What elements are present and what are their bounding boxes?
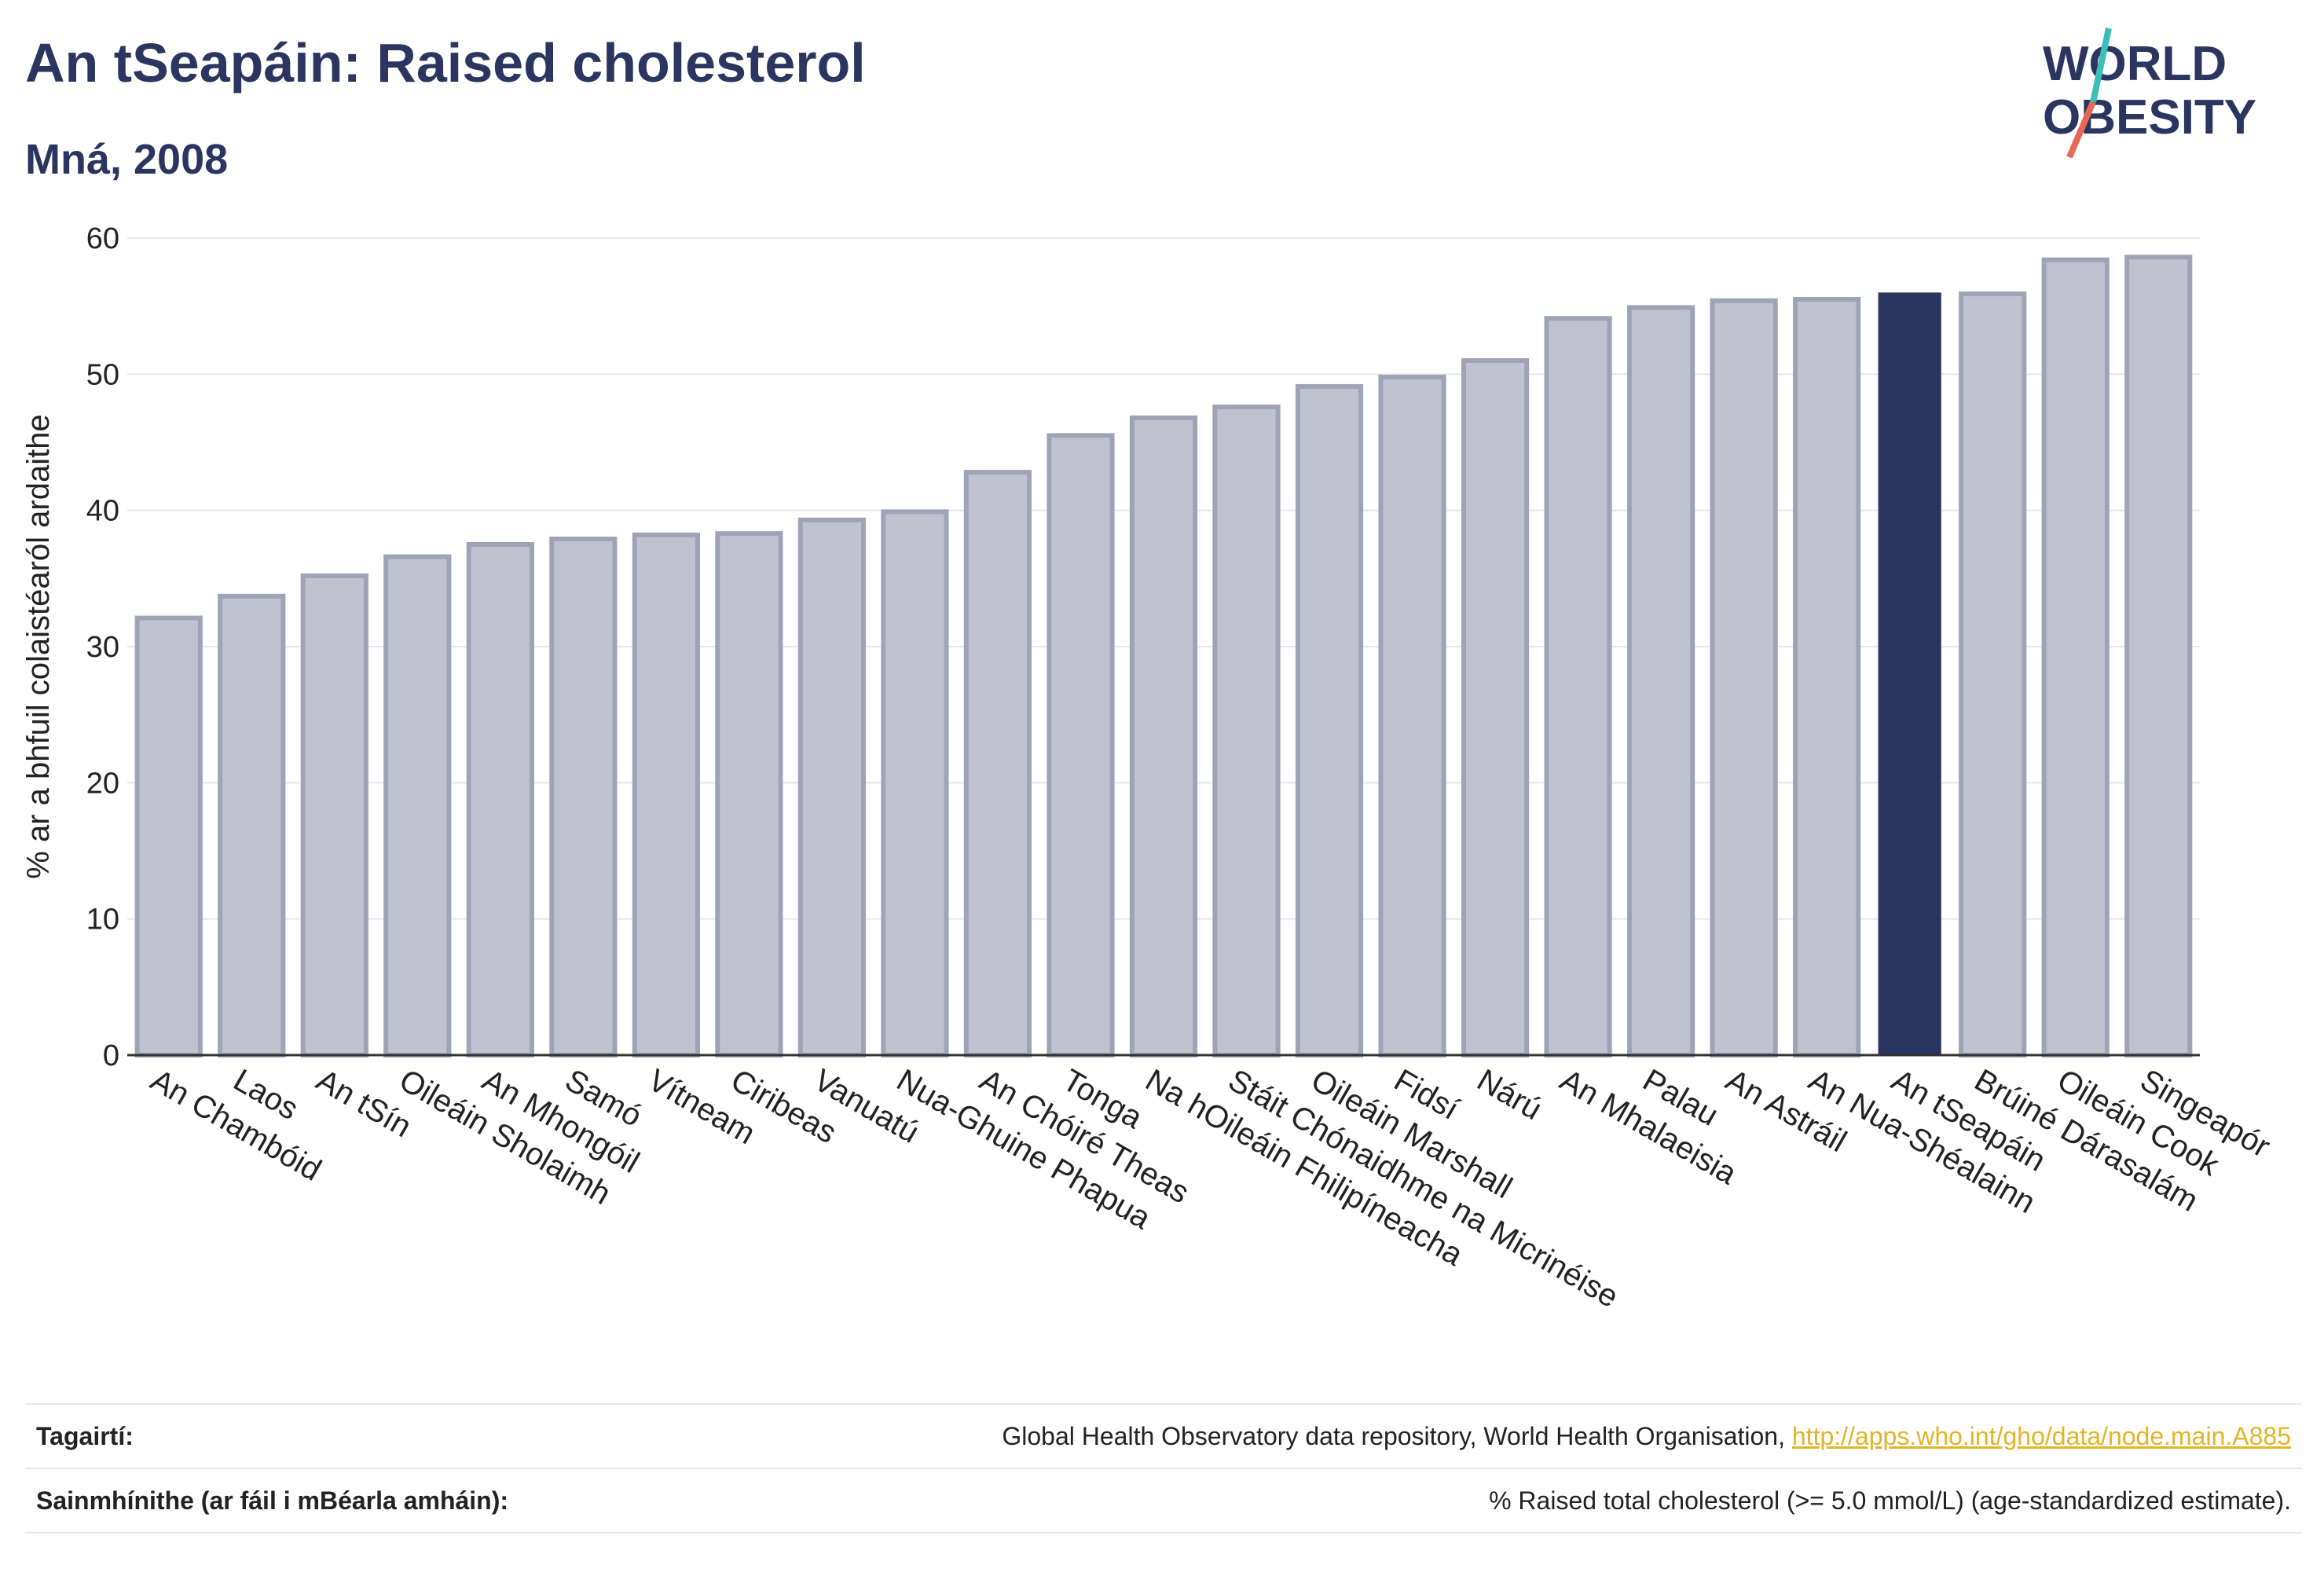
bar (632, 532, 700, 1057)
logo-slash-accent-top (2090, 27, 2112, 103)
logo-slash-accent (2066, 101, 2096, 159)
bar (1959, 291, 2027, 1058)
bar (549, 537, 618, 1057)
bar (218, 593, 286, 1057)
bar (1378, 374, 1446, 1057)
y-tick-label: 20 (86, 767, 119, 800)
bar (300, 573, 368, 1057)
y-tick-labels: 0 10 20 30 40 50 60 (86, 222, 119, 1072)
page-title: An tSeapáin: Raised cholesterol (25, 32, 866, 93)
y-tick-label: 50 (86, 358, 119, 391)
y-tick-label: 40 (86, 495, 119, 528)
bar (1544, 316, 1612, 1057)
bar (1047, 433, 1115, 1057)
references-row: Tagairtí: Global Health Observatory data… (25, 1403, 2302, 1468)
definitions-label: Sainmhínithe (ar fáil i mBéarla amháin): (36, 1486, 509, 1515)
bar (2124, 255, 2193, 1057)
bar (2041, 257, 2110, 1057)
definitions-row: Sainmhínithe (ar fáil i mBéarla amháin):… (25, 1468, 2302, 1534)
bar (383, 554, 452, 1057)
bar (797, 517, 867, 1057)
page-subtitle: Mná, 2008 (25, 136, 229, 183)
references-link[interactable]: http://apps.who.int/gho/data/node.main.A… (1791, 1421, 2291, 1450)
bars-layer (134, 255, 2193, 1058)
x-tick-label: An tSín (310, 1063, 417, 1145)
x-tick-label: Nárú (1472, 1063, 1548, 1127)
definitions-text: % Raised total cholesterol (>= 5.0 mmol/… (1489, 1486, 2291, 1515)
references-value: Global Health Observatory data repositor… (1002, 1422, 2302, 1451)
bar-highlighted (1878, 292, 1941, 1055)
bar (1295, 383, 1364, 1057)
bar (1710, 298, 1778, 1057)
y-axis-label: % ar a bhfuil colaistéaról ardaithe (21, 414, 56, 878)
references-text: Global Health Observatory data repositor… (1002, 1421, 1785, 1450)
references-label: Tagairtí: (36, 1421, 134, 1450)
bar (1129, 415, 1198, 1057)
bar (1212, 404, 1281, 1057)
y-tick-label: 60 (86, 222, 119, 255)
bar (1461, 358, 1530, 1057)
bar (134, 615, 203, 1057)
bar (963, 470, 1032, 1057)
bar (715, 531, 783, 1057)
y-tick-label: 30 (86, 631, 119, 664)
bar (466, 542, 534, 1057)
bar (881, 509, 949, 1057)
logo-line-1: WORLD (2043, 37, 2227, 91)
y-tick-label: 10 (86, 903, 119, 936)
bar (1627, 305, 1695, 1057)
y-tick-label: 0 (103, 1039, 119, 1072)
world-obesity-logo: WORLD OBESITY (2043, 27, 2256, 159)
bar (1793, 297, 1861, 1057)
